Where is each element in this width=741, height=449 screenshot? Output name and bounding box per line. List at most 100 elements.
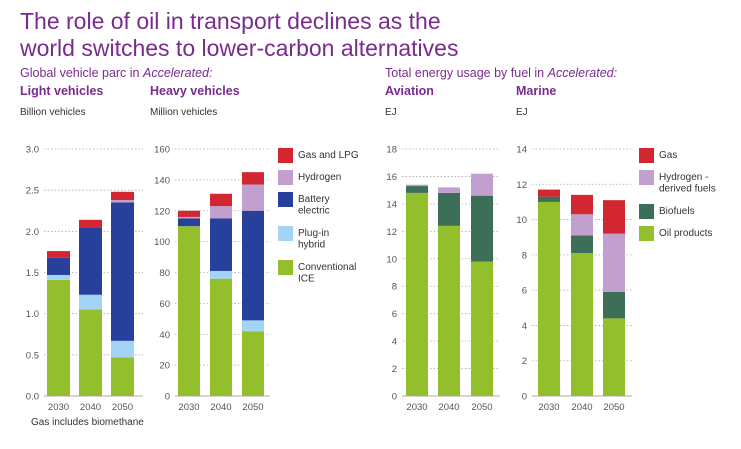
legend-energy-label: Oil products bbox=[659, 228, 712, 239]
left-header: Global vehicle parc in Accelerated: bbox=[20, 66, 212, 80]
aviation-ytick-label: 4 bbox=[392, 337, 397, 348]
marine-bar-2050-gas bbox=[603, 200, 625, 234]
heavy-vehicles-ytick-label: 40 bbox=[159, 330, 170, 341]
light-vehicles-bar-2050-hydrogen bbox=[111, 200, 134, 203]
aviation-ytick-label: 18 bbox=[386, 145, 397, 156]
aviation-ytick-label: 2 bbox=[392, 364, 397, 375]
aviation-ytick-label: 16 bbox=[386, 172, 397, 183]
legend-vehicles-label: Plug-in bbox=[298, 228, 329, 239]
marine-ytick-label: 12 bbox=[516, 180, 527, 191]
marine-bar-2030-biofuels bbox=[538, 196, 560, 202]
light-vehicles-xtick-label: 2040 bbox=[80, 402, 101, 413]
light-vehicles-bar-2050-battery-electric bbox=[111, 202, 134, 341]
legend-vehicles-label: Hydrogen bbox=[298, 172, 341, 183]
panel-title-light-vehicles: Light vehicles bbox=[20, 84, 104, 98]
aviation-bar-2040-biofuels bbox=[438, 192, 460, 226]
unit-marine: EJ bbox=[516, 107, 528, 118]
light-vehicles-bar-2040-plug-in-hybrid bbox=[79, 294, 102, 310]
heavy-vehicles-bar-2040-hydrogen bbox=[210, 206, 232, 219]
footnote: Gas includes biomethane bbox=[31, 417, 144, 428]
legend-vehicles-label: ICE bbox=[298, 274, 315, 285]
chart-title: The role of oil in transport declines as… bbox=[20, 8, 720, 62]
legend-vehicles-label: electric bbox=[298, 206, 330, 217]
panel-title-marine: Marine bbox=[516, 84, 557, 98]
heavy-vehicles-ytick-label: 140 bbox=[154, 175, 170, 186]
aviation-bar-2050-oil-products bbox=[471, 261, 493, 396]
marine-ytick-label: 10 bbox=[516, 215, 527, 226]
title-line-2: world switches to lower-carbon alternati… bbox=[20, 35, 459, 61]
light-vehicles-ytick-label: 3.0 bbox=[26, 145, 39, 156]
heavy-vehicles-bar-2050-conventional-ice bbox=[242, 331, 264, 396]
marine-bar-2050-hydrogen-derived-fuels bbox=[603, 233, 625, 292]
heavy-vehicles-bar-2050-hydrogen bbox=[242, 184, 264, 211]
aviation-xtick-label: 2050 bbox=[471, 402, 492, 413]
marine-ytick-label: 14 bbox=[516, 145, 527, 156]
light-vehicles-ytick-label: 2.5 bbox=[26, 186, 39, 197]
panel-title-heavy-vehicles: Heavy vehicles bbox=[150, 84, 240, 98]
marine-bar-2040-biofuels bbox=[571, 235, 593, 254]
heavy-vehicles-ytick-label: 80 bbox=[159, 268, 170, 279]
aviation-bar-2030-hydrogen-derived-fuels bbox=[406, 184, 428, 187]
heavy-vehicles-bar-2030-hydrogen bbox=[178, 216, 200, 219]
heavy-vehicles-bar-2040-gas-and-lpg bbox=[210, 193, 232, 207]
right-header-prefix: Total energy usage by fuel in bbox=[385, 66, 548, 80]
marine-bar-2040-gas bbox=[571, 194, 593, 215]
heavy-vehicles-bar-2040-battery-electric bbox=[210, 218, 232, 271]
heavy-vehicles-bar-2050-plug-in-hybrid bbox=[242, 320, 264, 332]
marine-bar-2050-biofuels bbox=[603, 291, 625, 319]
marine-xtick-label: 2040 bbox=[571, 402, 592, 413]
legend-vehicles-label: Gas and LPG bbox=[298, 150, 359, 161]
light-vehicles-bar-2050-gas-and-lpg bbox=[111, 191, 134, 201]
heavy-vehicles-ytick-label: 0 bbox=[165, 392, 170, 403]
heavy-vehicles-ytick-label: 60 bbox=[159, 299, 170, 310]
title-line-1: The role of oil in transport declines as… bbox=[20, 8, 441, 34]
legend-vehicles-swatch-hydrogen bbox=[278, 170, 293, 185]
light-vehicles-bar-2040-gas-and-lpg bbox=[79, 219, 102, 228]
heavy-vehicles-ytick-label: 120 bbox=[154, 206, 170, 217]
light-vehicles-bar-2030-conventional-ice bbox=[47, 279, 70, 396]
light-vehicles-ytick-label: 0.0 bbox=[26, 392, 39, 403]
legend-energy-label: Gas bbox=[659, 150, 677, 161]
aviation-bar-2030-biofuels bbox=[406, 186, 428, 193]
light-vehicles-xtick-label: 2050 bbox=[112, 402, 133, 413]
marine-bar-2040-hydrogen-derived-fuels bbox=[571, 214, 593, 236]
aviation-bar-2040-hydrogen-derived-fuels bbox=[438, 187, 460, 193]
aviation-bar-2030-oil-products bbox=[406, 192, 428, 396]
legend-energy-swatch-biofuels bbox=[639, 204, 654, 219]
legend-energy-label: Hydrogen - bbox=[659, 172, 708, 183]
heavy-vehicles-bar-2040-conventional-ice bbox=[210, 278, 232, 396]
legend-energy-swatch-oil-products bbox=[639, 226, 654, 241]
light-vehicles-xtick-label: 2030 bbox=[48, 402, 69, 413]
unit-aviation: EJ bbox=[385, 107, 397, 118]
aviation-bar-2050-hydrogen-derived-fuels bbox=[471, 173, 493, 196]
marine-xtick-label: 2030 bbox=[538, 402, 559, 413]
heavy-vehicles-bar-2040-plug-in-hybrid bbox=[210, 270, 232, 279]
heavy-vehicles-xtick-label: 2040 bbox=[210, 402, 231, 413]
heavy-vehicles-ytick-label: 20 bbox=[159, 361, 170, 372]
marine-bar-2050-oil-products bbox=[603, 318, 625, 396]
legend-energy-swatch-hydrogen-derived-fuels bbox=[639, 170, 654, 185]
marine-ytick-label: 4 bbox=[522, 321, 527, 332]
heavy-vehicles-ytick-label: 160 bbox=[154, 145, 170, 156]
marine-ytick-label: 0 bbox=[522, 392, 527, 403]
aviation-xtick-label: 2040 bbox=[438, 402, 459, 413]
legend-vehicles-label: Conventional bbox=[298, 262, 356, 273]
light-vehicles-ytick-label: 1.5 bbox=[26, 268, 39, 279]
marine-ytick-label: 2 bbox=[522, 356, 527, 367]
legend-energy-swatch-gas bbox=[639, 148, 654, 163]
legend-energy-label: Biofuels bbox=[659, 206, 695, 217]
legend-vehicles-label: hybrid bbox=[298, 240, 325, 251]
aviation-ytick-label: 6 bbox=[392, 309, 397, 320]
left-header-scenario: Accelerated: bbox=[142, 66, 213, 80]
light-vehicles-bar-2030-gas-and-lpg bbox=[47, 251, 70, 258]
marine-bar-2030-gas bbox=[538, 189, 560, 197]
light-vehicles-bar-2040-conventional-ice bbox=[79, 309, 102, 396]
heavy-vehicles-xtick-label: 2030 bbox=[178, 402, 199, 413]
heavy-vehicles-bar-2050-gas-and-lpg bbox=[242, 172, 264, 185]
panel-title-aviation: Aviation bbox=[385, 84, 434, 98]
heavy-vehicles-xtick-label: 2050 bbox=[242, 402, 263, 413]
legend-vehicles-swatch-gas-and-lpg bbox=[278, 148, 293, 163]
aviation-ytick-label: 10 bbox=[386, 254, 397, 265]
light-vehicles-ytick-label: 0.5 bbox=[26, 350, 39, 361]
light-vehicles-ytick-label: 2.0 bbox=[26, 227, 39, 238]
